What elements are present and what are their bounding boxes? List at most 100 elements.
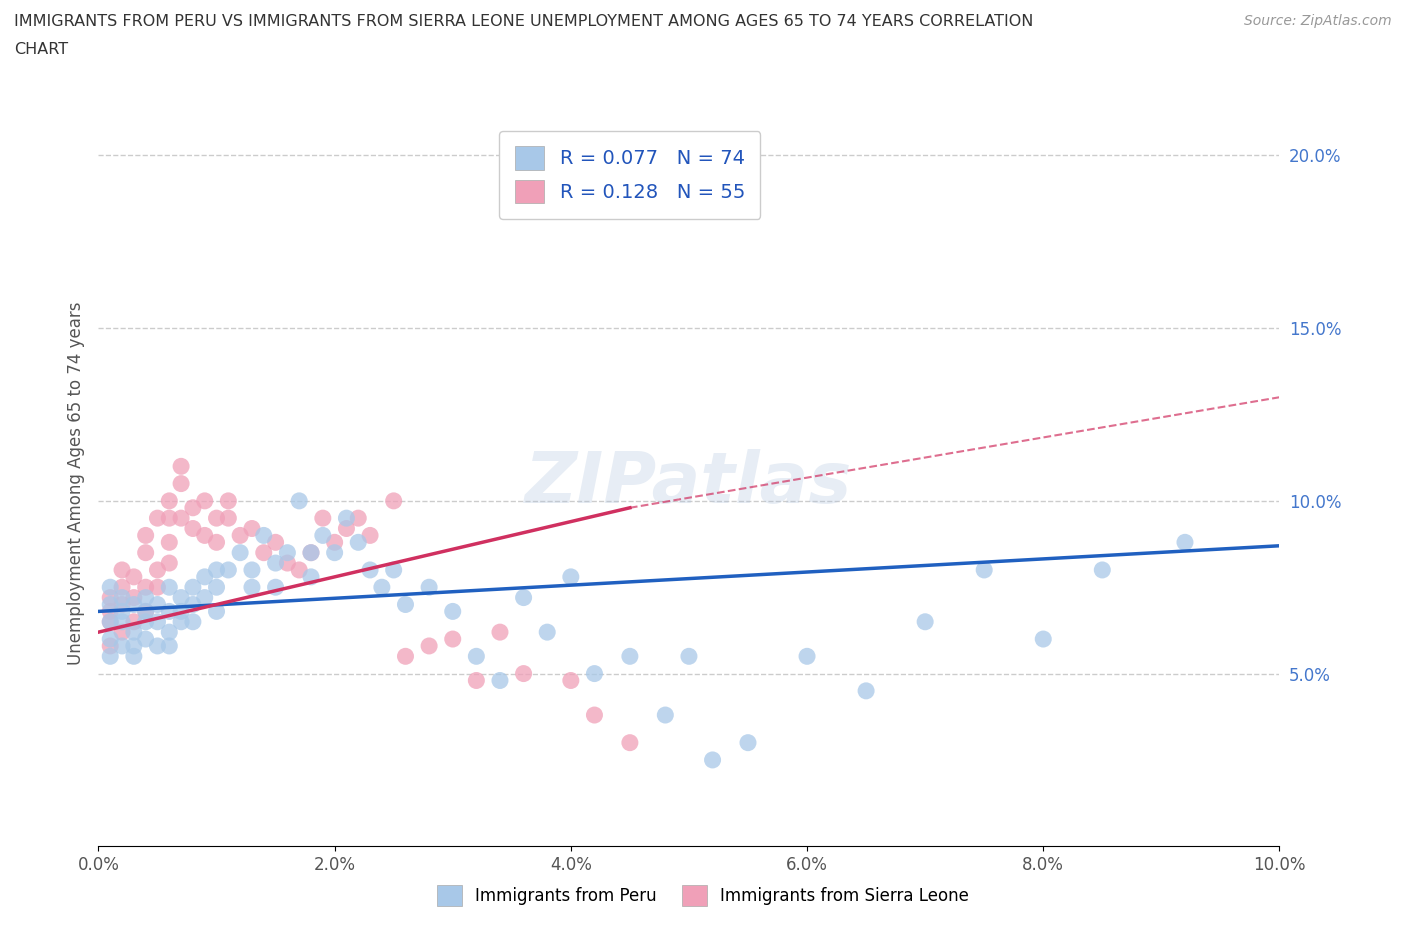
Point [146, 615, 169, 630]
Point [382, 563, 405, 578]
Point [122, 639, 145, 654]
Point [135, 591, 157, 605]
Point [157, 494, 180, 509]
Point [382, 494, 405, 509]
Point [512, 666, 534, 681]
Point [146, 639, 169, 654]
Point [512, 591, 534, 605]
Point [157, 579, 180, 594]
Point [122, 597, 145, 612]
Point [335, 521, 357, 536]
Point [253, 545, 276, 560]
Point [288, 494, 311, 509]
Point [796, 649, 818, 664]
Point [323, 545, 346, 560]
Point [157, 604, 180, 618]
Point [135, 528, 157, 543]
Point [489, 625, 512, 640]
Point [654, 708, 676, 723]
Point [194, 528, 217, 543]
Point [619, 649, 641, 664]
Point [194, 569, 217, 584]
Point [98, 631, 121, 646]
Point [122, 615, 145, 630]
Point [146, 511, 169, 525]
Point [702, 752, 724, 767]
Point [170, 476, 193, 491]
Point [111, 639, 134, 654]
Point [146, 597, 169, 612]
Point [678, 649, 700, 664]
Point [122, 649, 145, 664]
Point [560, 569, 582, 584]
Point [264, 535, 287, 550]
Point [560, 673, 582, 688]
Point [111, 591, 134, 605]
Point [135, 579, 157, 594]
Point [122, 625, 145, 640]
Point [1091, 563, 1114, 578]
Point [229, 545, 252, 560]
Point [1174, 535, 1197, 550]
Point [181, 579, 204, 594]
Point [276, 545, 298, 560]
Point [489, 673, 512, 688]
Point [157, 511, 180, 525]
Point [98, 579, 121, 594]
Point [135, 631, 157, 646]
Point [323, 535, 346, 550]
Point [170, 591, 193, 605]
Point [441, 631, 464, 646]
Text: Source: ZipAtlas.com: Source: ZipAtlas.com [1244, 14, 1392, 28]
Point [264, 579, 287, 594]
Point [371, 579, 394, 594]
Point [394, 649, 416, 664]
Y-axis label: Unemployment Among Ages 65 to 74 years: Unemployment Among Ages 65 to 74 years [66, 302, 84, 665]
Point [418, 639, 440, 654]
Point [914, 615, 936, 630]
Text: CHART: CHART [14, 42, 67, 57]
Point [240, 563, 263, 578]
Point [146, 563, 169, 578]
Point [111, 597, 134, 612]
Point [181, 521, 204, 536]
Point [299, 545, 322, 560]
Legend: R = 0.077   N = 74, R = 0.128   N = 55: R = 0.077 N = 74, R = 0.128 N = 55 [499, 130, 761, 219]
Point [855, 684, 877, 698]
Point [973, 563, 995, 578]
Point [583, 708, 606, 723]
Point [111, 615, 134, 630]
Point [335, 511, 357, 525]
Point [122, 569, 145, 584]
Legend: Immigrants from Peru, Immigrants from Sierra Leone: Immigrants from Peru, Immigrants from Si… [430, 879, 976, 912]
Point [111, 604, 134, 618]
Point [98, 597, 121, 612]
Point [170, 615, 193, 630]
Point [264, 555, 287, 570]
Point [135, 604, 157, 618]
Text: ZIPatlas: ZIPatlas [526, 449, 852, 518]
Point [157, 555, 180, 570]
Point [205, 511, 228, 525]
Point [157, 625, 180, 640]
Point [157, 535, 180, 550]
Point [288, 563, 311, 578]
Point [359, 563, 381, 578]
Point [217, 494, 239, 509]
Point [240, 521, 263, 536]
Point [98, 639, 121, 654]
Point [205, 563, 228, 578]
Point [583, 666, 606, 681]
Point [194, 591, 217, 605]
Point [181, 615, 204, 630]
Point [111, 579, 134, 594]
Point [465, 673, 488, 688]
Point [1032, 631, 1054, 646]
Point [98, 591, 121, 605]
Point [441, 604, 464, 618]
Point [299, 545, 322, 560]
Point [276, 555, 298, 570]
Point [170, 511, 193, 525]
Point [122, 591, 145, 605]
Point [157, 639, 180, 654]
